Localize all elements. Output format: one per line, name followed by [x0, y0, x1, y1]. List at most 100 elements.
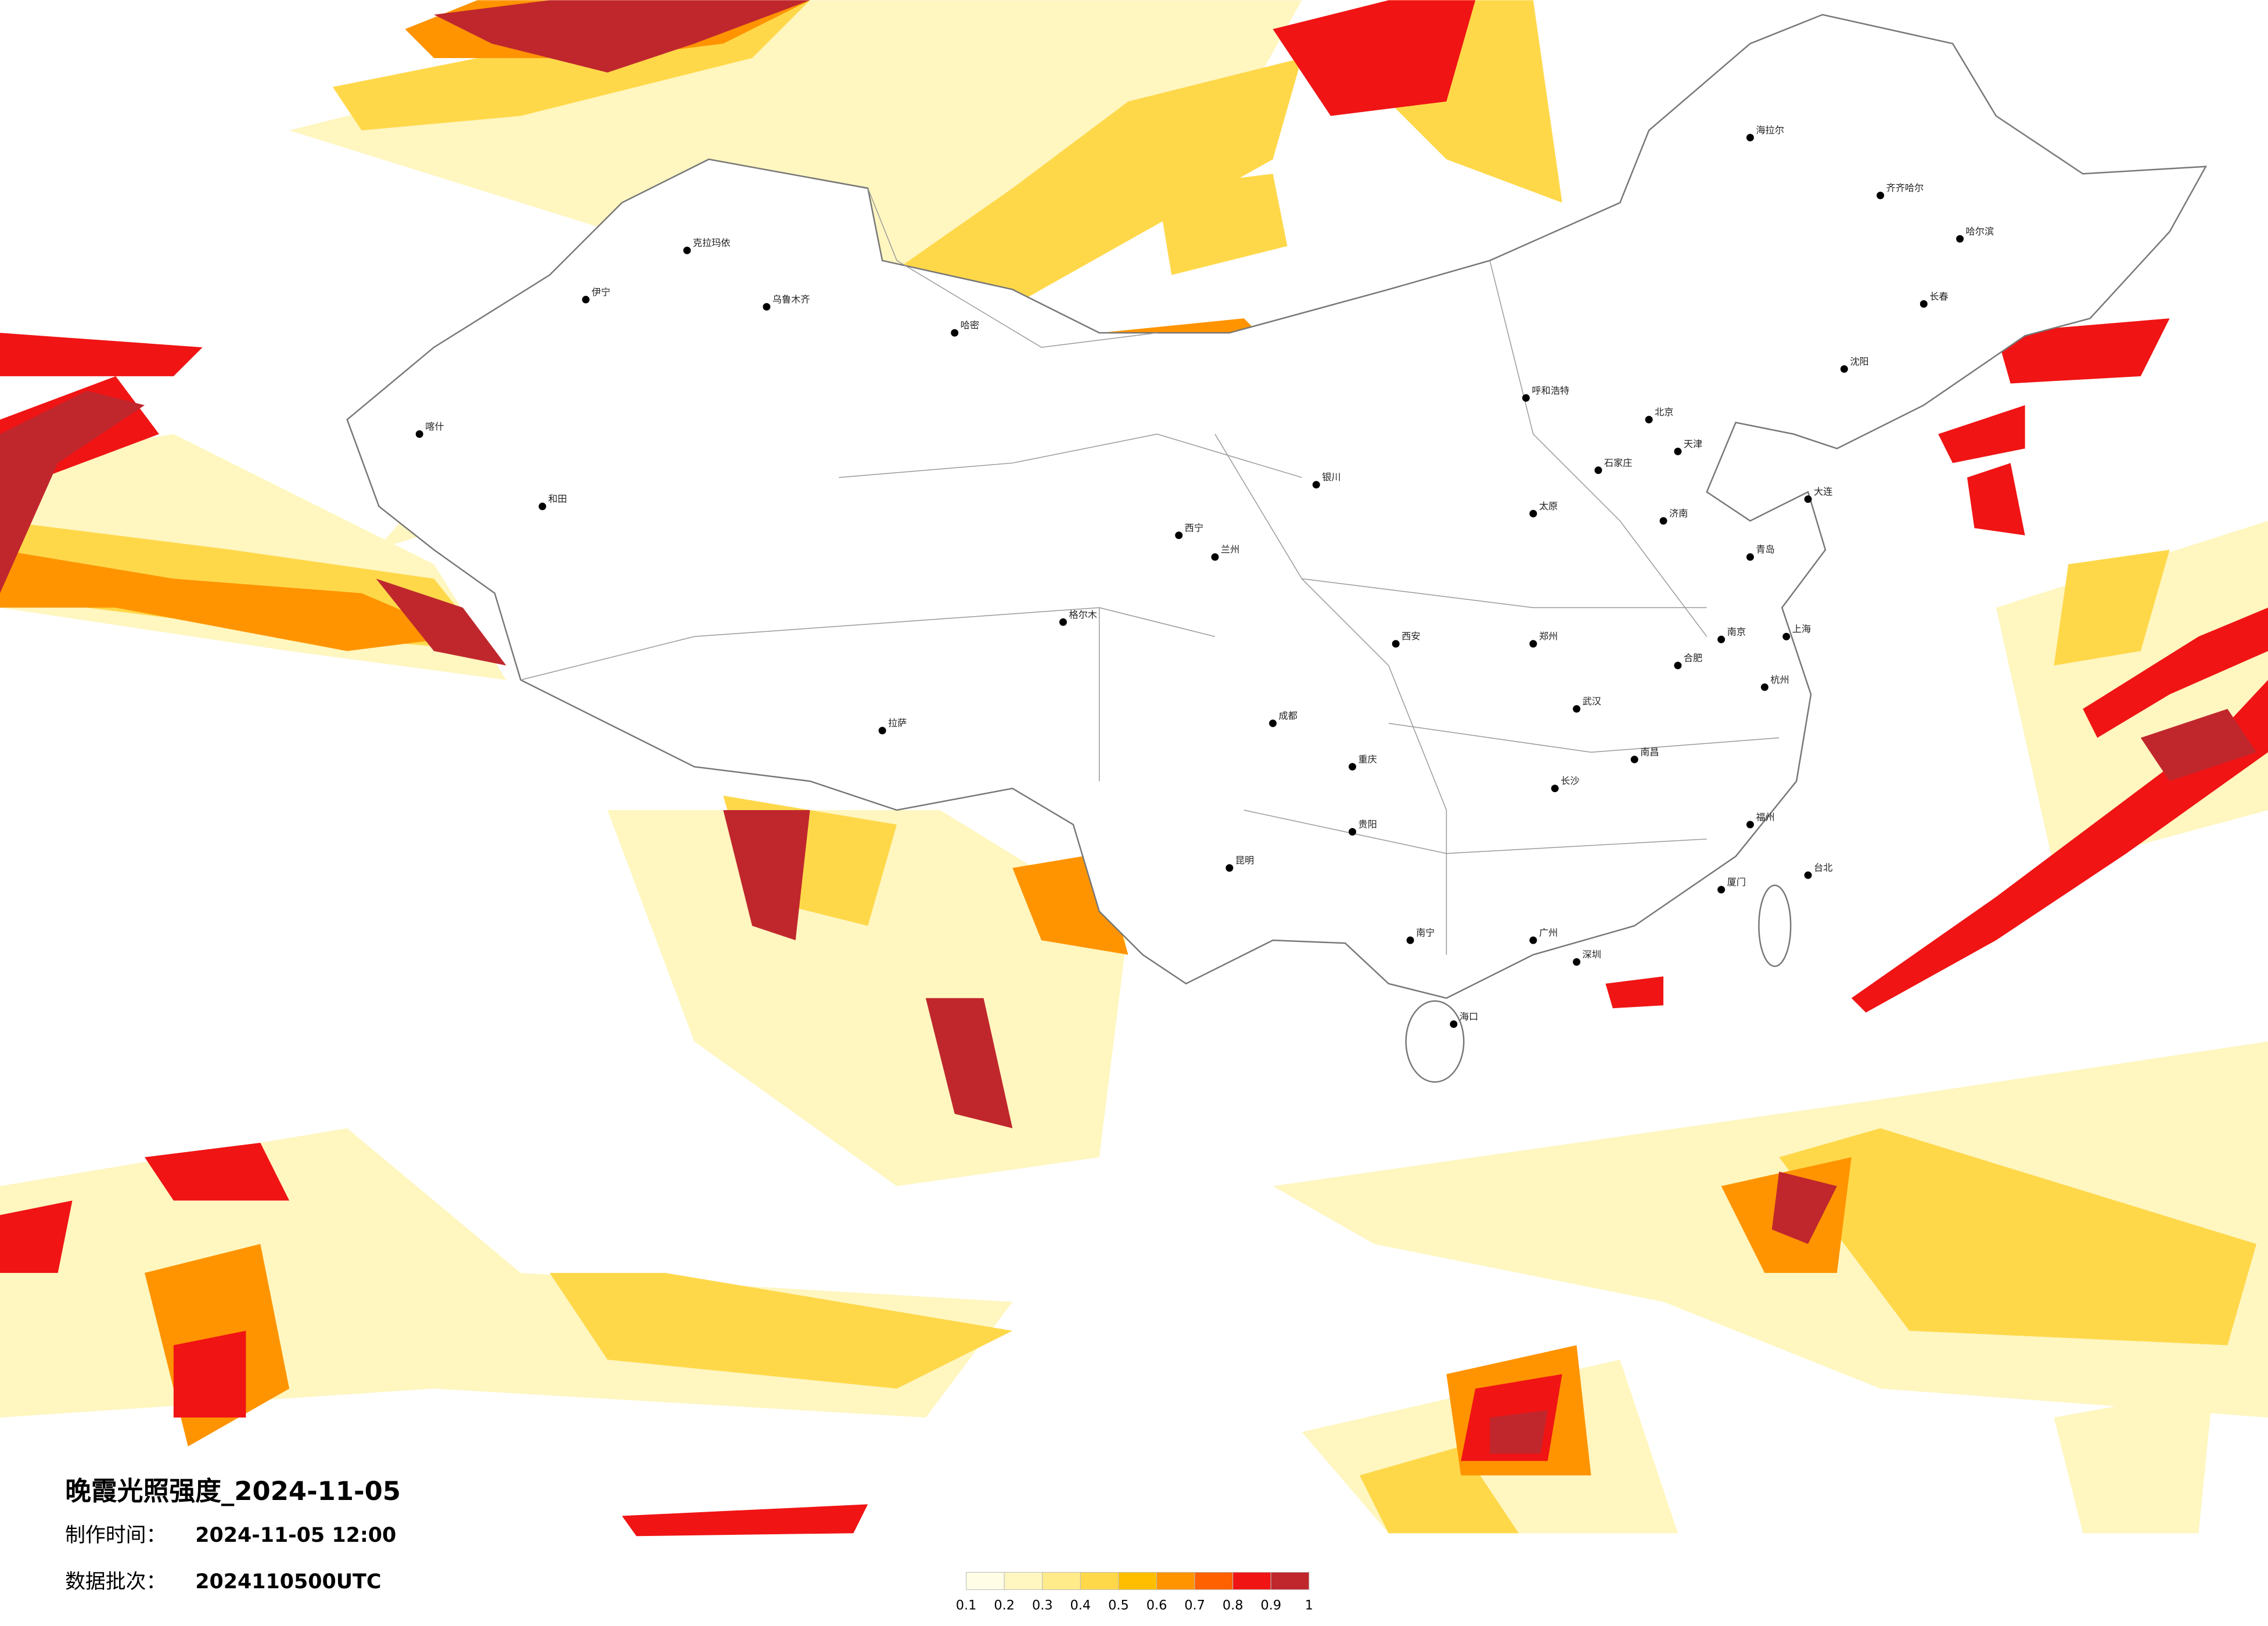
- city-dot: [1630, 756, 1638, 764]
- city-dot: [582, 296, 590, 304]
- glow-max: [0, 0, 2257, 1454]
- city-dot: [951, 329, 959, 337]
- colorbar-swatch: [1232, 1571, 1271, 1590]
- made-time-value: 2024-11-05 12:00: [195, 1524, 396, 1547]
- city-label: 深圳: [1583, 949, 1601, 960]
- city-label: 海口: [1460, 1011, 1478, 1022]
- city-dot: [1840, 365, 1848, 373]
- city-dot: [1760, 683, 1769, 691]
- colorbar-swatch: [966, 1571, 1005, 1590]
- city-label: 呼和浩特: [1532, 385, 1569, 396]
- city-label: 格尔木: [1069, 609, 1097, 620]
- city-label: 广州: [1539, 927, 1558, 938]
- colorbar-swatch: [1194, 1571, 1234, 1590]
- colorbar-tick-label: 0.7: [1184, 1598, 1205, 1613]
- city-label: 贵阳: [1358, 819, 1377, 830]
- city-label: 台北: [1814, 862, 1832, 873]
- city-label: 乌鲁木齐: [772, 294, 810, 305]
- colorbar-tick-label: 0.8: [1223, 1598, 1243, 1613]
- city-label: 伊宁: [592, 286, 610, 297]
- city-label: 成都: [1279, 710, 1297, 721]
- city-label: 哈尔滨: [1965, 226, 1994, 237]
- city-label: 南昌: [1640, 746, 1659, 757]
- city-dot: [1349, 828, 1357, 836]
- city-dot: [1312, 481, 1320, 489]
- city-label: 齐齐哈尔: [1886, 182, 1924, 193]
- city-label: 北京: [1655, 406, 1673, 418]
- colorbar-swatch: [1118, 1571, 1158, 1590]
- city-dot: [1645, 416, 1653, 424]
- city-label: 长春: [1929, 291, 1948, 302]
- city-dot: [1594, 466, 1602, 474]
- city-dot: [1659, 517, 1667, 525]
- city-dot: [878, 726, 886, 735]
- colorbar-tick-label: 1: [1305, 1598, 1313, 1613]
- city-dot: [1877, 192, 1885, 200]
- city-dot: [1804, 495, 1812, 503]
- city-dot: [1529, 640, 1537, 648]
- city-label: 南宁: [1416, 927, 1435, 938]
- colorbar-swatch: [1270, 1571, 1310, 1590]
- city-dot: [1782, 632, 1791, 641]
- colorbar-tick-label: 0.3: [1032, 1598, 1053, 1613]
- batch-label: 数据批次：: [65, 1570, 166, 1593]
- city-dot: [1551, 785, 1559, 793]
- city-dot: [1746, 134, 1754, 142]
- city-label: 合肥: [1684, 653, 1702, 664]
- city-label: 福州: [1756, 811, 1774, 822]
- city-dot: [1349, 762, 1357, 771]
- city-dot: [1529, 510, 1537, 517]
- city-label: 兰州: [1221, 544, 1239, 555]
- city-dot: [1674, 447, 1682, 455]
- city-label: 武汉: [1583, 696, 1601, 707]
- city-dot: [1717, 635, 1726, 643]
- city-label: 厦门: [1727, 877, 1746, 888]
- city-label: 太原: [1539, 501, 1558, 512]
- city-label: 沈阳: [1850, 356, 1868, 367]
- city-dot: [538, 502, 547, 510]
- city-label: 昆明: [1235, 855, 1254, 866]
- city-label: 济南: [1669, 508, 1688, 519]
- city-label: 克拉玛依: [693, 238, 731, 249]
- map-title: 晚霞光照强度_2024-11-05: [65, 1476, 401, 1506]
- colorbar-swatch: [1004, 1571, 1043, 1590]
- city-dot: [415, 430, 423, 438]
- city-label: 杭州: [1770, 674, 1789, 685]
- city-label: 和田: [548, 494, 567, 505]
- city-label: 郑州: [1539, 631, 1558, 642]
- colorbar-tick-label: 0.2: [994, 1598, 1015, 1613]
- batch-value: 2024110500UTC: [195, 1570, 381, 1593]
- city-dot: [1225, 864, 1234, 872]
- colorbar-tick-label: 0.6: [1146, 1598, 1167, 1613]
- colorbar-swatch: [1042, 1571, 1081, 1590]
- colorbar-swatch: [1156, 1571, 1195, 1590]
- made-time-label: 制作时间：: [65, 1524, 166, 1547]
- city-label: 银川: [1322, 472, 1340, 483]
- info-block: 晚霞光照强度_2024-11-05 制作时间： 2024-11-05 12:00…: [65, 1476, 401, 1593]
- city-label: 海拉尔: [1756, 124, 1784, 135]
- city-dot: [1211, 553, 1219, 561]
- city-label: 天津: [1684, 438, 1702, 449]
- city-dot: [1450, 1020, 1458, 1028]
- city-dot: [1059, 618, 1067, 626]
- city-label: 哈密: [961, 320, 979, 331]
- city-dot: [1956, 235, 1964, 243]
- colorbar-tick-label: 0.1: [956, 1598, 977, 1613]
- city-label: 西安: [1401, 631, 1420, 642]
- city-dot: [1674, 661, 1682, 670]
- city-label: 上海: [1792, 624, 1811, 635]
- city-label: 重庆: [1358, 754, 1377, 765]
- colorbar-swatch: [1080, 1571, 1119, 1590]
- city-label: 拉萨: [888, 718, 907, 729]
- city-dot: [1406, 936, 1414, 944]
- city-dot: [1392, 640, 1400, 648]
- city-dot: [1573, 958, 1581, 966]
- city-dot: [683, 246, 691, 254]
- city-label: 南京: [1727, 627, 1746, 638]
- colorbar-tick-label: 0.9: [1260, 1598, 1281, 1613]
- city-dot: [1804, 871, 1812, 879]
- city-dot: [1175, 531, 1183, 539]
